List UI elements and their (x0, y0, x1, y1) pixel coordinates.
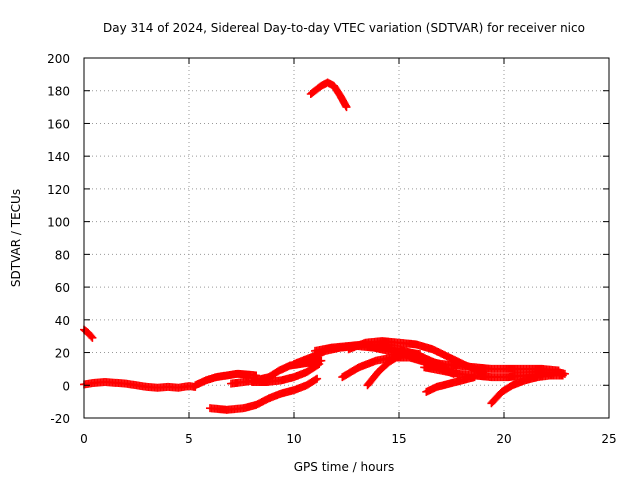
y-tick-label: 0 (62, 379, 70, 393)
series-pass-16 (487, 371, 567, 408)
y-axis-label: SDTVAR / TECUs (9, 189, 23, 287)
chart-title: Day 314 of 2024, Sidereal Day-to-day VTE… (103, 21, 585, 35)
data-point (470, 373, 479, 382)
y-tick-label: 180 (47, 85, 70, 99)
data-point (87, 332, 96, 341)
series-pass-15 (422, 373, 479, 396)
x-tick-label: 15 (391, 432, 406, 446)
x-axis-label: GPS time / hours (294, 460, 395, 474)
series-pass-6 (206, 374, 322, 414)
x-tick-label: 5 (185, 432, 193, 446)
tick-labels: 0 5 10 15 20 25 -20 0 20 40 60 80 100 120 140 160 180 200 (47, 52, 617, 446)
data-points (80, 78, 569, 414)
x-tick-label: 25 (601, 432, 616, 446)
x-tick-label: 20 (496, 432, 511, 446)
y-tick-label: 80 (55, 248, 70, 262)
data-point (342, 103, 351, 112)
y-tick-label: -20 (50, 412, 70, 426)
series-pass-7 (306, 78, 351, 112)
y-tick-label: 160 (47, 117, 70, 131)
x-tick-label: 10 (286, 432, 301, 446)
series-pass-1 (80, 378, 200, 392)
data-point (311, 375, 320, 384)
data-point (315, 360, 324, 368)
series-pass-13 (405, 350, 563, 375)
y-tick-label: 60 (55, 281, 70, 295)
y-tick-label: 100 (47, 216, 70, 230)
y-tick-label: 140 (47, 150, 70, 164)
y-tick-label: 20 (55, 347, 70, 361)
plot-frame (83, 57, 610, 419)
y-tick-label: 120 (47, 183, 70, 197)
data-point (313, 360, 322, 369)
data-point (88, 333, 97, 342)
data-point (558, 371, 567, 380)
y-tick-label: 200 (47, 52, 70, 66)
y-tick-label: 40 (55, 314, 70, 328)
series-pass-5 (248, 360, 324, 386)
data-point (313, 374, 322, 383)
axis-ticks (83, 57, 610, 419)
x-tick-label: 0 (80, 432, 88, 446)
grid-lines (84, 58, 609, 418)
